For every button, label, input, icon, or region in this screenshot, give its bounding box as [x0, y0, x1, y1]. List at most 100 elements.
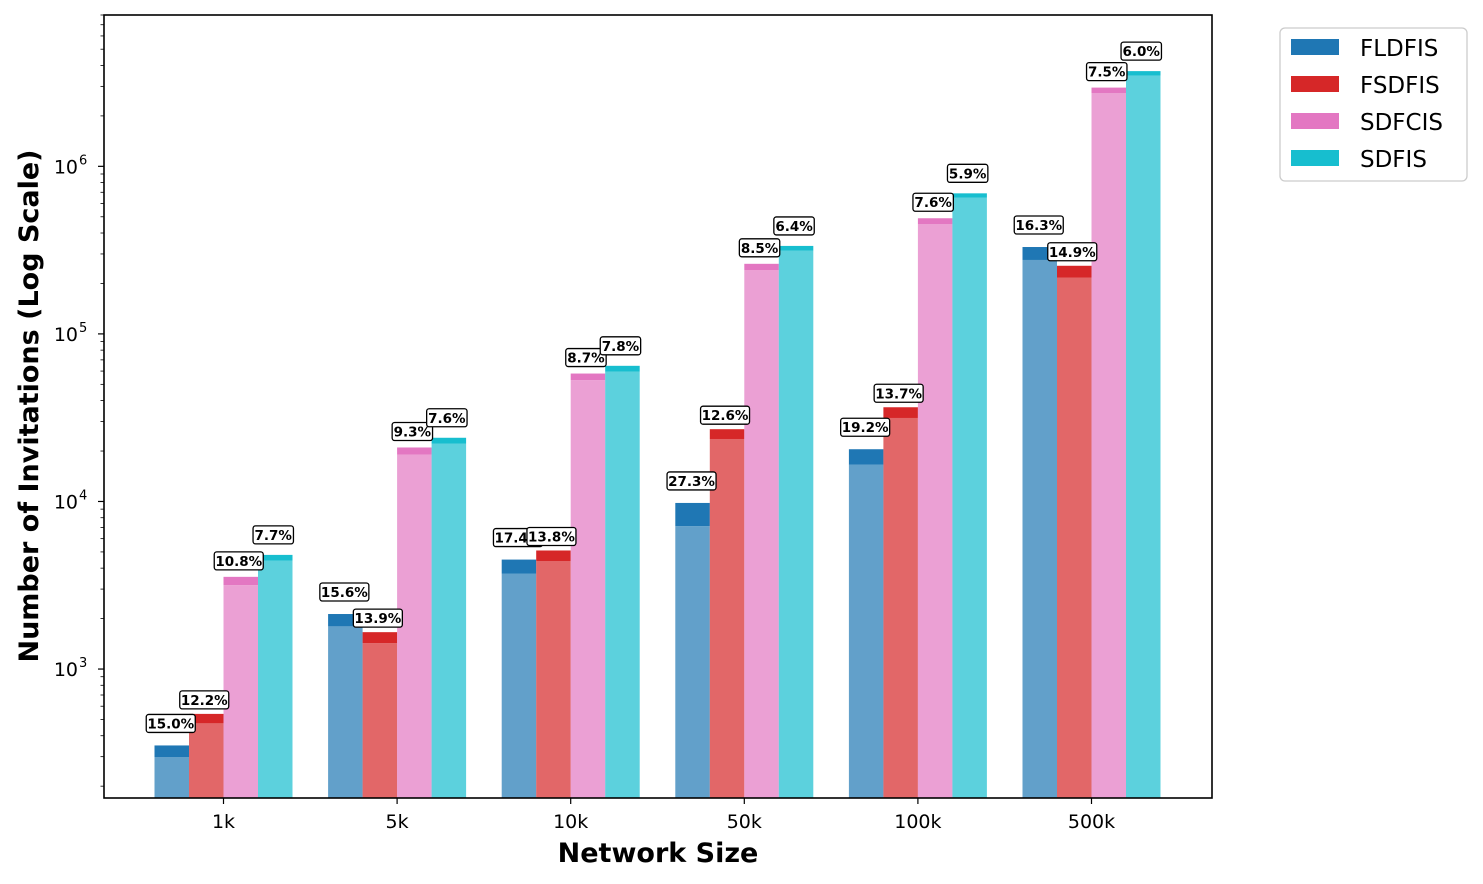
percent-label-text: 6.0%	[1123, 44, 1161, 60]
x-axis-title: Network Size	[558, 838, 759, 869]
percent-label-text: 12.6%	[702, 408, 749, 424]
legend-label-sdfcis: SDFCIS	[1360, 110, 1443, 136]
bar-top-fldfis-100k	[848, 449, 884, 465]
bar-top-fldfis-1k	[154, 745, 189, 758]
bar-base-fldfis-1k	[154, 757, 189, 798]
percent-label-box	[699, 405, 751, 425]
percent-label-fsdfis-500k: 14.9%	[1047, 242, 1098, 262]
percent-label-box	[565, 347, 607, 368]
bar-base-fsdfis-100k	[883, 417, 918, 798]
bars-layer	[154, 71, 1161, 799]
percent-label-sdfcis-10k: 8.7%	[565, 347, 607, 368]
bar-top-sdfcis-5k	[397, 447, 432, 455]
x-tick-label-10k: 10k	[553, 811, 588, 833]
bar-top-fsdfis-10k	[536, 550, 571, 562]
bar-top-sdfis-100k	[952, 193, 987, 198]
bar-base-fsdfis-1k	[189, 723, 224, 798]
bar-base-fsdfis-10k	[536, 561, 571, 798]
x-tick-label-5k: 5k	[386, 811, 409, 833]
percent-label-sdfis-1k: 7.7%	[252, 525, 295, 545]
percent-label-sdfis-50k: 6.4%	[773, 216, 815, 236]
bar-base-fsdfis-50k	[709, 438, 745, 798]
y-tick-label-1e6: 10	[54, 156, 78, 178]
percent-label-text: 15.6%	[321, 585, 368, 601]
percent-label-sdfcis-5k: 9.3%	[391, 421, 434, 442]
bar-top-sdfis-10k	[605, 365, 640, 372]
percent-label-text: 7.6%	[428, 411, 466, 427]
x-tick-label-1k: 1k	[212, 811, 235, 833]
bar-top-sdfcis-100k	[917, 218, 953, 224]
bar-top-sdfis-500k	[1126, 71, 1161, 76]
bar-base-fsdfis-5k	[362, 643, 398, 798]
y-axis-title: Number of Invitations (Log Scale)	[14, 149, 45, 662]
percent-label-box	[873, 383, 924, 403]
bar-top-sdfcis-500k	[1091, 87, 1126, 94]
percent-label-box	[840, 417, 891, 437]
bar-base-fldfis-50k	[675, 526, 710, 798]
percent-label-sdfis-10k: 7.8%	[599, 336, 642, 356]
percent-label-text: 19.2%	[842, 420, 889, 436]
bar-base-sdfis-10k	[605, 371, 640, 798]
percent-label-box	[1013, 215, 1064, 235]
percent-label-box	[213, 551, 264, 571]
percent-label-fldfis-1k: 15.0%	[145, 713, 196, 734]
y-tick-label-1e4: 10	[54, 491, 78, 513]
y-tick-exponent-3: 3	[79, 656, 87, 671]
percent-label-fsdfis-100k: 13.7%	[873, 383, 924, 403]
bar-base-sdfcis-5k	[397, 454, 432, 798]
percent-label-box	[912, 192, 955, 212]
percent-label-box	[1047, 242, 1098, 262]
percent-label-box	[352, 608, 404, 628]
percent-label-box	[773, 216, 815, 236]
percent-label-box	[319, 582, 370, 602]
percent-labels-layer: 15.0%12.2%10.8%7.7%15.6%13.9%9.3%7.6%17.…	[145, 41, 1163, 734]
percent-label-box	[252, 525, 295, 545]
percent-label-box	[1085, 61, 1128, 82]
percent-label-text: 7.8%	[602, 339, 640, 355]
x-axis: 1k 5k 10k 50k 100k 500k	[212, 798, 1115, 833]
bar-base-sdfcis-10k	[570, 380, 606, 798]
percent-label-text: 6.4%	[775, 219, 813, 235]
bar-top-sdfis-50k	[778, 245, 814, 251]
legend-frame	[1279, 27, 1468, 182]
percent-label-fsdfis-10k: 13.8%	[526, 526, 577, 547]
x-tick-label-100k: 100k	[894, 811, 941, 833]
percent-label-text: 7.5%	[1088, 65, 1126, 81]
percent-label-text: 13.9%	[354, 611, 401, 627]
bar-base-sdfcis-100k	[917, 223, 953, 798]
percent-label-fldfis-100k: 19.2%	[840, 417, 891, 437]
bar-top-fsdfis-500k	[1057, 265, 1092, 278]
percent-label-fldfis-500k: 16.3%	[1013, 215, 1064, 235]
percent-label-text: 16.3%	[1015, 218, 1062, 234]
x-tick-label-500k: 500k	[1068, 811, 1115, 833]
legend: FLDFIS FSDFIS SDFCIS SDFIS	[1279, 27, 1468, 182]
percent-label-fldfis-5k: 15.6%	[319, 582, 370, 602]
bar-top-fsdfis-50k	[709, 429, 745, 439]
percent-label-text: 9.3%	[394, 424, 432, 440]
bar-top-fldfis-50k	[675, 502, 710, 527]
legend-label-sdfis: SDFIS	[1360, 147, 1427, 173]
percent-label-text: 7.7%	[255, 528, 293, 544]
percent-label-sdfis-5k: 7.6%	[425, 408, 468, 428]
percent-label-fsdfis-50k: 12.6%	[699, 405, 751, 425]
x-tick-label-50k: 50k	[727, 811, 762, 833]
bar-base-sdfis-1k	[258, 560, 293, 798]
bar-top-sdfcis-1k	[223, 576, 258, 586]
bar-top-fsdfis-100k	[883, 407, 918, 418]
bar-base-fldfis-100k	[848, 464, 884, 798]
legend-swatch-sdfcis	[1291, 113, 1339, 129]
legend-swatch-fsdfis	[1291, 76, 1339, 92]
bar-base-sdfis-5k	[431, 443, 467, 798]
bar-top-fsdfis-1k	[189, 713, 224, 724]
bar-base-sdfis-500k	[1126, 75, 1161, 799]
percent-label-text: 8.5%	[741, 241, 779, 257]
bar-top-sdfis-1k	[258, 554, 293, 561]
bar-base-fldfis-10k	[501, 573, 537, 798]
y-tick-exponent-5: 5	[79, 321, 87, 336]
percent-label-fsdfis-5k: 13.9%	[352, 608, 404, 628]
percent-label-box	[145, 713, 196, 734]
percent-label-fsdfis-1k: 12.2%	[179, 690, 230, 710]
y-tick-label-1e5: 10	[54, 324, 78, 346]
